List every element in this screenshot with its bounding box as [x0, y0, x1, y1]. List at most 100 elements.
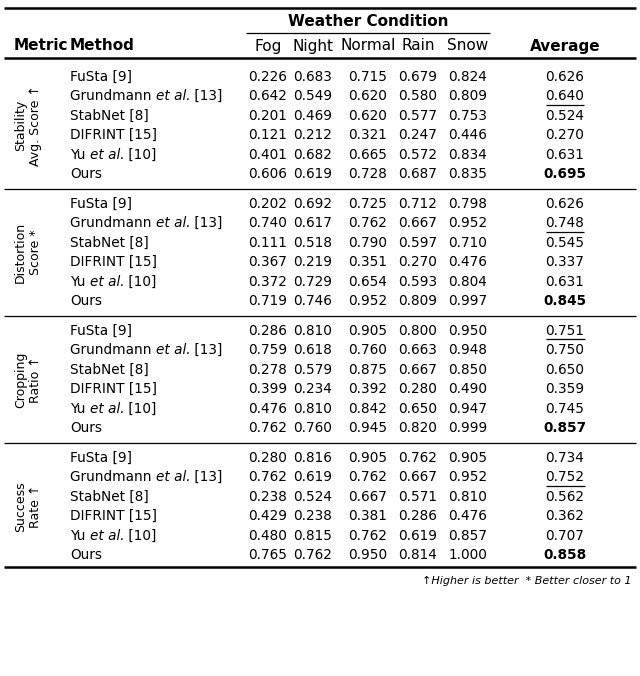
Text: 0.446: 0.446: [449, 128, 488, 142]
Text: 0.750: 0.750: [545, 343, 584, 357]
Text: 0.752: 0.752: [545, 470, 584, 484]
Text: [10]: [10]: [124, 148, 157, 162]
Text: 0.905: 0.905: [449, 451, 488, 465]
Text: et al.: et al.: [90, 402, 124, 416]
Text: 0.707: 0.707: [545, 529, 584, 543]
Text: 0.399: 0.399: [248, 382, 287, 396]
Text: 0.212: 0.212: [294, 128, 332, 142]
Text: 0.695: 0.695: [543, 167, 586, 181]
Text: 0.518: 0.518: [294, 236, 333, 249]
Text: ↑Higher is better  * Better closer to 1: ↑Higher is better * Better closer to 1: [422, 576, 632, 586]
Text: 0.351: 0.351: [349, 256, 387, 269]
Text: 0.321: 0.321: [349, 128, 387, 142]
Text: 0.286: 0.286: [399, 509, 437, 523]
Text: 0.593: 0.593: [399, 274, 438, 289]
Text: 0.790: 0.790: [349, 236, 387, 249]
Text: 0.226: 0.226: [248, 70, 287, 84]
Text: 0.728: 0.728: [349, 167, 387, 181]
Text: 0.945: 0.945: [348, 421, 388, 435]
Text: Rain: Rain: [401, 39, 435, 53]
Text: et al.: et al.: [90, 148, 124, 162]
Text: Yu: Yu: [70, 529, 90, 543]
Text: 0.562: 0.562: [545, 489, 584, 504]
Text: 0.810: 0.810: [449, 489, 488, 504]
Text: 0.620: 0.620: [349, 89, 387, 103]
Text: 0.725: 0.725: [349, 197, 387, 211]
Text: 0.401: 0.401: [248, 148, 287, 162]
Text: StabNet [8]: StabNet [8]: [70, 109, 148, 123]
Text: 0.667: 0.667: [399, 216, 437, 231]
Text: 0.202: 0.202: [248, 197, 287, 211]
Text: DIFRINT [15]: DIFRINT [15]: [70, 256, 157, 269]
Text: DIFRINT [15]: DIFRINT [15]: [70, 128, 157, 142]
Text: 0.667: 0.667: [399, 470, 437, 484]
Text: 0.746: 0.746: [294, 294, 332, 308]
Text: 0.798: 0.798: [449, 197, 488, 211]
Text: 0.201: 0.201: [248, 109, 287, 123]
Text: [13]: [13]: [191, 89, 223, 103]
Text: 0.857: 0.857: [543, 421, 587, 435]
Text: 0.626: 0.626: [545, 70, 584, 84]
Text: FuSta [9]: FuSta [9]: [70, 197, 132, 211]
Text: 0.762: 0.762: [248, 421, 287, 435]
Text: Fog: Fog: [254, 39, 282, 53]
Text: et al.: et al.: [156, 343, 191, 357]
Text: 0.740: 0.740: [248, 216, 287, 231]
Text: 0.751: 0.751: [545, 324, 584, 338]
Text: 0.760: 0.760: [294, 421, 332, 435]
Text: 0.820: 0.820: [399, 421, 437, 435]
Text: 0.619: 0.619: [294, 167, 333, 181]
Text: 0.679: 0.679: [399, 70, 438, 84]
Text: 0.580: 0.580: [399, 89, 438, 103]
Text: 0.809: 0.809: [449, 89, 488, 103]
Text: 0.640: 0.640: [545, 89, 584, 103]
Text: Metric: Metric: [14, 39, 68, 53]
Text: 0.270: 0.270: [399, 256, 437, 269]
Text: 0.270: 0.270: [545, 128, 584, 142]
Text: 0.359: 0.359: [545, 382, 584, 396]
Text: 0.362: 0.362: [545, 509, 584, 523]
Text: [10]: [10]: [124, 402, 157, 416]
Text: 0.642: 0.642: [248, 89, 287, 103]
Text: DIFRINT [15]: DIFRINT [15]: [70, 509, 157, 523]
Text: 0.238: 0.238: [294, 509, 332, 523]
Text: 0.734: 0.734: [545, 451, 584, 465]
Text: 0.617: 0.617: [294, 216, 332, 231]
Text: 0.238: 0.238: [248, 489, 287, 504]
Text: FuSta [9]: FuSta [9]: [70, 324, 132, 338]
Text: Grundmann: Grundmann: [70, 343, 156, 357]
Text: 0.372: 0.372: [248, 274, 287, 289]
Text: 0.842: 0.842: [349, 402, 387, 416]
Text: Success
Rate ↑: Success Rate ↑: [14, 481, 42, 532]
Text: 0.121: 0.121: [248, 128, 287, 142]
Text: 0.762: 0.762: [349, 216, 387, 231]
Text: 0.947: 0.947: [449, 402, 488, 416]
Text: 0.683: 0.683: [294, 70, 332, 84]
Text: 1.000: 1.000: [449, 548, 488, 562]
Text: Average: Average: [530, 39, 600, 53]
Text: 0.762: 0.762: [399, 451, 437, 465]
Text: Grundmann: Grundmann: [70, 89, 156, 103]
Text: 0.469: 0.469: [294, 109, 333, 123]
Text: Ours: Ours: [70, 548, 102, 562]
Text: 0.858: 0.858: [543, 548, 587, 562]
Text: 0.650: 0.650: [399, 402, 438, 416]
Text: 0.952: 0.952: [348, 294, 388, 308]
Text: 0.857: 0.857: [449, 529, 488, 543]
Text: 0.815: 0.815: [294, 529, 333, 543]
Text: StabNet [8]: StabNet [8]: [70, 236, 148, 249]
Text: 0.712: 0.712: [399, 197, 437, 211]
Text: 0.619: 0.619: [294, 470, 333, 484]
Text: 0.381: 0.381: [349, 509, 387, 523]
Text: 0.337: 0.337: [545, 256, 584, 269]
Text: 0.748: 0.748: [545, 216, 584, 231]
Text: 0.247: 0.247: [399, 128, 437, 142]
Text: 0.667: 0.667: [399, 363, 437, 377]
Text: Night: Night: [292, 39, 333, 53]
Text: 0.577: 0.577: [399, 109, 438, 123]
Text: Yu: Yu: [70, 402, 90, 416]
Text: 0.948: 0.948: [449, 343, 488, 357]
Text: 0.476: 0.476: [248, 402, 287, 416]
Text: 0.719: 0.719: [248, 294, 287, 308]
Text: Snow: Snow: [447, 39, 488, 53]
